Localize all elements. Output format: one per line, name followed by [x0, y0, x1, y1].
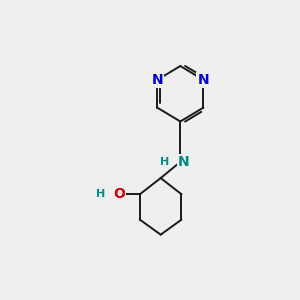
Text: N: N [198, 73, 209, 87]
Text: H: H [160, 157, 169, 167]
Text: N: N [178, 155, 190, 169]
Text: N: N [152, 73, 163, 87]
Text: O: O [113, 187, 125, 201]
Text: H: H [96, 189, 105, 199]
